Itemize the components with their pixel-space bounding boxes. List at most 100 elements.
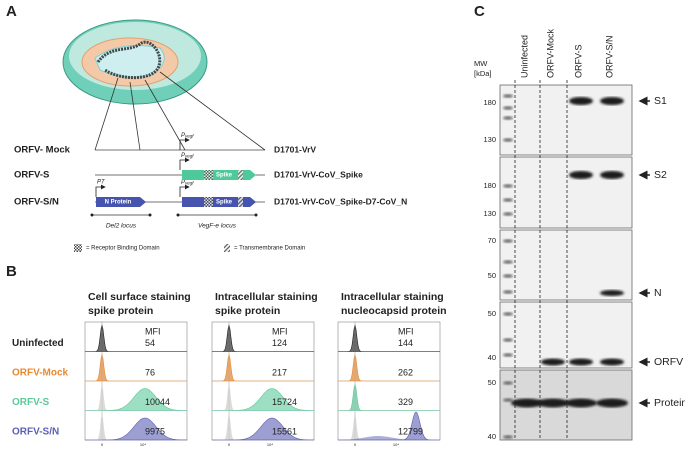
promoter-arrow bbox=[179, 184, 190, 197]
lane-label: Uninfected bbox=[519, 35, 529, 78]
gene-label: N Protein bbox=[105, 200, 132, 206]
legend-text: = Receptor Binding Domain bbox=[86, 246, 160, 252]
histogram-bg bbox=[338, 414, 440, 440]
locus-end bbox=[176, 213, 180, 217]
band bbox=[541, 358, 565, 366]
sample-label: ORFV-S/N bbox=[12, 427, 59, 438]
histogram bbox=[212, 388, 315, 411]
histogram-shoulder bbox=[338, 436, 440, 440]
target-label: N bbox=[654, 287, 662, 299]
lane-label: ORFV-S bbox=[573, 44, 583, 78]
panel-label: C bbox=[474, 3, 485, 20]
band bbox=[600, 290, 624, 296]
legend-swatch bbox=[74, 244, 82, 252]
sample-label: Uninfected bbox=[12, 338, 64, 349]
mw-tick: 40 bbox=[488, 353, 496, 362]
ladder-band bbox=[503, 138, 513, 142]
locus-end bbox=[90, 213, 94, 217]
panel-title: Cell surface staining bbox=[88, 291, 191, 303]
histogram bbox=[85, 388, 188, 411]
mfi-value: 76 bbox=[145, 367, 155, 377]
promoter-sub: vegf bbox=[185, 154, 194, 159]
mw-tick: 50 bbox=[488, 271, 496, 280]
promoter-base: P bbox=[181, 153, 185, 159]
mfi-value: 15561 bbox=[272, 426, 297, 436]
mfi-value: 217 bbox=[272, 367, 287, 377]
membrane bbox=[499, 301, 633, 369]
rbd bbox=[204, 197, 213, 207]
construct-name: ORFV-S bbox=[14, 170, 49, 181]
target-label: S1 bbox=[654, 95, 667, 107]
genome-name: D1701-VrV bbox=[274, 144, 316, 154]
mw-tick: 70 bbox=[488, 236, 496, 245]
axis-label: 0 bbox=[354, 442, 357, 447]
ladder-band bbox=[503, 274, 513, 278]
band bbox=[565, 398, 597, 408]
ladder-band bbox=[503, 353, 513, 357]
histogram bbox=[85, 353, 187, 382]
axis-label: 0 bbox=[228, 442, 231, 447]
membrane bbox=[499, 84, 633, 156]
mfi-header: MFI bbox=[145, 326, 161, 336]
locus-label: VegF-e locus bbox=[198, 223, 237, 230]
ladder-band bbox=[503, 260, 513, 264]
panel-title: spike protein bbox=[215, 305, 280, 317]
histogram bbox=[338, 324, 440, 352]
tm-domain bbox=[238, 197, 243, 207]
ladder-band bbox=[503, 435, 513, 439]
promoter-base: P bbox=[181, 180, 185, 186]
panel-label: A bbox=[6, 3, 17, 20]
panel-title: spike protein bbox=[88, 305, 153, 317]
locus-end bbox=[148, 213, 152, 217]
mfi-header: MFI bbox=[398, 326, 414, 336]
gene-arrow bbox=[96, 197, 146, 207]
promoter-label: P7 bbox=[97, 180, 105, 186]
histogram bbox=[85, 417, 188, 441]
mw-tick: 50 bbox=[488, 309, 496, 318]
panel-title: Intracellular staining bbox=[215, 291, 318, 303]
membrane bbox=[499, 229, 633, 301]
promoter-arrow bbox=[95, 184, 106, 197]
band bbox=[600, 97, 624, 105]
mfi-header: MFI bbox=[272, 326, 288, 336]
genome-name: D1701-VrV-CoV_Spike-D7-CoV_N bbox=[274, 196, 407, 206]
axis-label: 0 bbox=[101, 442, 104, 447]
axis-label: 10⁴ bbox=[267, 442, 273, 447]
band bbox=[600, 358, 624, 366]
axis-label: 10⁴ bbox=[393, 442, 399, 447]
ladder-band bbox=[503, 212, 513, 216]
mfi-value: 10044 bbox=[145, 397, 170, 407]
lane-label: ORFV-Mock bbox=[545, 28, 555, 78]
mfi-value: 144 bbox=[398, 338, 413, 348]
sample-label: ORFV-S bbox=[12, 397, 50, 408]
ladder-band bbox=[503, 312, 513, 316]
promoter-sub: vegf bbox=[185, 181, 194, 186]
construct-name: ORFV- Mock bbox=[14, 145, 71, 156]
target-label: S2 bbox=[654, 169, 667, 181]
band bbox=[511, 398, 543, 408]
ladder-band bbox=[503, 338, 513, 342]
histogram bbox=[85, 324, 187, 352]
promoter-label: Pvegf bbox=[181, 180, 194, 186]
target-label: ORFV bbox=[654, 356, 683, 368]
legend-swatch bbox=[224, 244, 230, 252]
ladder-band bbox=[503, 381, 513, 385]
ladder-band bbox=[503, 239, 513, 243]
tm-domain bbox=[238, 170, 243, 180]
lane-label: ORFV-S/N bbox=[604, 35, 614, 78]
legend-text: = Transmembrane Domain bbox=[234, 246, 305, 252]
histogram bbox=[338, 353, 440, 382]
sample-label: ORFV-Mock bbox=[12, 368, 69, 379]
mfi-value: 54 bbox=[145, 338, 155, 348]
ladder-band bbox=[503, 116, 513, 120]
gene-arrow bbox=[182, 170, 256, 180]
panel-title: nucleocapsid protein bbox=[341, 305, 447, 317]
promoter-arrow bbox=[179, 157, 190, 170]
promoter-label: Pvegf bbox=[181, 153, 194, 159]
gene-label: Spike bbox=[216, 200, 233, 206]
mw-tick: 40 bbox=[488, 432, 496, 441]
virus-particle bbox=[62, 19, 266, 151]
locus-end bbox=[254, 213, 258, 217]
membrane bbox=[499, 156, 633, 229]
